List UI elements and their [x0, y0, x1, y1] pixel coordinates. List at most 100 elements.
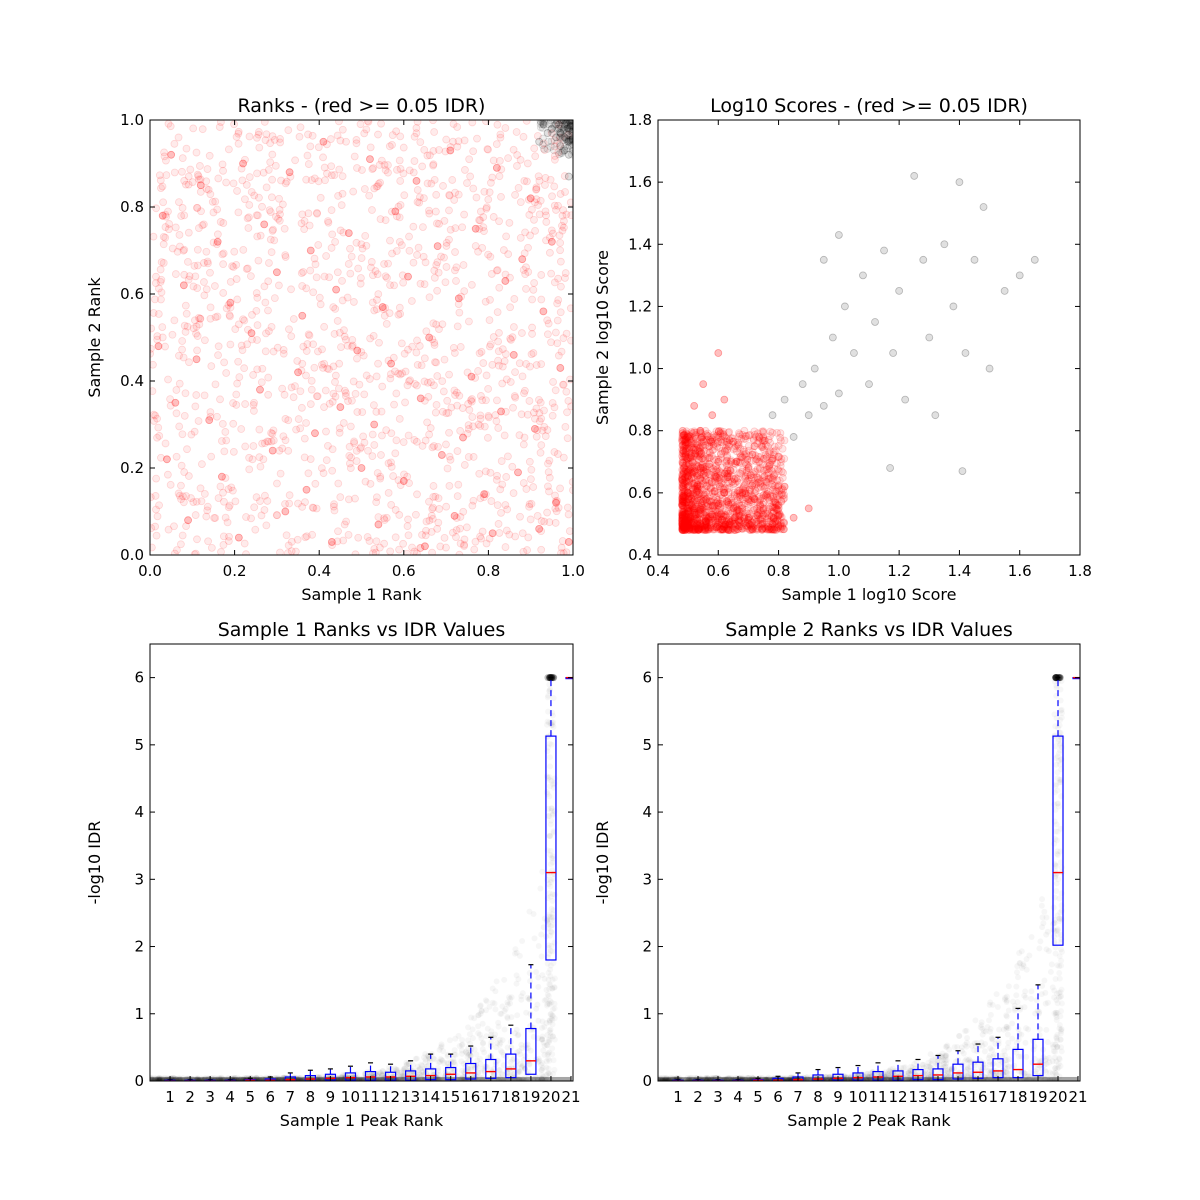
- point-s2-13: [865, 380, 873, 389]
- point-s1-31: [154, 342, 163, 351]
- point-s1-18: [687, 451, 696, 460]
- x-tick-label: 7: [286, 1088, 296, 1106]
- x-tick-label: 16: [461, 1088, 480, 1106]
- x-tick-label: 0.6: [706, 562, 730, 580]
- point-s1-34: [294, 368, 302, 377]
- point-s1-41: [171, 398, 180, 407]
- point-s1-68: [488, 529, 497, 538]
- point-s2-19: [910, 172, 919, 180]
- point-s1-53: [268, 446, 277, 455]
- point-s1-62: [234, 533, 243, 542]
- point-s1-6: [366, 155, 374, 164]
- y-tick-label: 0: [134, 1072, 144, 1090]
- y-tick-label: 0: [642, 1072, 652, 1090]
- point-s1-30: [539, 307, 548, 316]
- point-s1-14: [306, 246, 315, 255]
- point-s2-10: [840, 302, 849, 311]
- point-s1-5: [319, 137, 328, 146]
- point-s2-31: [1015, 271, 1024, 280]
- point-s1-3: [239, 159, 247, 168]
- y-tick-label: 1: [134, 1005, 144, 1023]
- x-tick-label: 8: [306, 1088, 316, 1106]
- point-s2-21: [925, 333, 934, 342]
- point-s2-4: [798, 380, 807, 389]
- axes-frame-3: [149, 643, 574, 1082]
- x-tick-label: 18: [1008, 1088, 1027, 1106]
- point-s1-10: [720, 488, 729, 497]
- x-tick-label: 5: [753, 1088, 763, 1106]
- x-tick-label: 0.6: [392, 562, 416, 580]
- point-s1-63: [281, 507, 290, 516]
- point-s2-3: [789, 433, 798, 441]
- y-tick-label: 1.8: [628, 111, 652, 129]
- point-s2-35: [819, 255, 828, 264]
- point-s2-27: [970, 255, 979, 264]
- x-tick-label: 3: [205, 1088, 215, 1106]
- point-s1-7: [412, 176, 421, 185]
- point-s2-9: [556, 142, 565, 151]
- point-s1-36: [387, 359, 396, 368]
- box-body: [1052, 735, 1064, 946]
- point-s1-9: [714, 501, 723, 510]
- x-tick-label: 18: [501, 1088, 520, 1106]
- plot-area-4: [658, 674, 1080, 1081]
- point-s1-67: [450, 511, 459, 520]
- point-s1-60: [552, 498, 560, 507]
- x-tick-label: 6: [266, 1088, 276, 1106]
- point-s1-23: [272, 268, 281, 277]
- y-axis-label-3: -log10 IDR: [85, 821, 104, 905]
- point-s1-40: [556, 364, 565, 372]
- point-s1-24: [759, 504, 768, 513]
- x-axis-label-3: Sample 1 Peak Rank: [280, 1111, 444, 1130]
- point-s1-40: [702, 513, 711, 522]
- point-s2-25: [955, 178, 964, 187]
- point-s1-20: [723, 473, 732, 482]
- point-s1-8: [708, 510, 717, 519]
- x-tick-label: 6: [773, 1088, 783, 1106]
- x-tick-label: 16: [968, 1088, 987, 1106]
- x-axis-label-2: Sample 1 log10 Score: [782, 585, 957, 604]
- x-tick-label: 15: [441, 1088, 460, 1106]
- x-tick-label: 0.4: [307, 562, 331, 580]
- point-s2-10: [564, 137, 573, 146]
- plot-area-2: [678, 172, 1039, 535]
- point-s1-11: [158, 211, 167, 220]
- y-tick-label: 1.2: [628, 297, 652, 315]
- x-tick-label: 3: [713, 1088, 723, 1106]
- x-tick-label: 0.0: [138, 562, 162, 580]
- axes-frame-1: [149, 119, 574, 556]
- box-body: [525, 1027, 537, 1075]
- x-tick-label: 17: [988, 1088, 1007, 1106]
- axes-frame-2: [657, 119, 1081, 556]
- point-s1-54: [302, 485, 311, 494]
- point-s1-11: [681, 473, 690, 482]
- point-s2-11: [543, 129, 552, 137]
- box-20: [1052, 677, 1064, 946]
- point-s1-52: [218, 472, 226, 481]
- x-tick-label: 11: [868, 1088, 887, 1106]
- y-tick-label: 2: [642, 938, 652, 956]
- y-tick-label: 1.0: [628, 360, 652, 378]
- point-s1-9: [492, 163, 501, 172]
- y-axis-label-4: -log10 IDR: [593, 821, 612, 905]
- point-s2-6: [810, 364, 819, 373]
- point-s2-30: [1000, 286, 1009, 295]
- point-s2-20: [919, 255, 928, 264]
- point-s1-23: [732, 457, 741, 466]
- point-s1-32: [699, 380, 708, 389]
- x-tick-label: 14: [928, 1088, 947, 1106]
- y-tick-label: 4: [134, 803, 144, 821]
- y-tick-label: 1: [642, 1005, 652, 1023]
- x-tick-label: 11: [361, 1088, 380, 1106]
- point-s1-29: [501, 277, 510, 285]
- point-s2-17: [895, 286, 904, 295]
- point-s2-8: [828, 333, 837, 342]
- point-s2-16: [889, 349, 898, 357]
- x-axis-label-1: Sample 1 Rank: [301, 585, 422, 604]
- point-s1-45: [336, 403, 345, 412]
- point-s1-36: [804, 504, 813, 513]
- y-tick-label: 0.6: [120, 285, 144, 303]
- x-tick-label: 1: [673, 1088, 683, 1106]
- y-axis-label-2: Sample 2 log10 Score: [593, 250, 612, 425]
- point-s1-35: [353, 346, 362, 355]
